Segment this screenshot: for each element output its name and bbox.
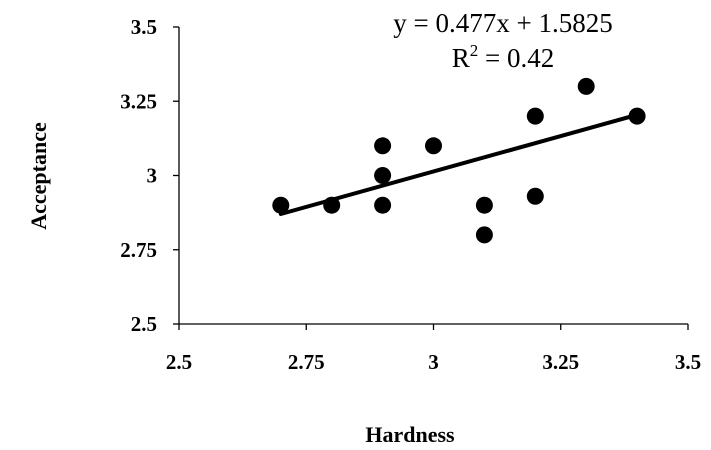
- x-tick-label: 3.25: [542, 350, 579, 374]
- data-point: [374, 167, 392, 184]
- trendline-group: [278, 112, 640, 216]
- y-tick-label: 3.5: [131, 15, 157, 39]
- data-point: [526, 187, 544, 205]
- ticks: 2.5 2.75 3 3.25 3.5 2.5 2.75 3 3.25 3.5: [120, 15, 701, 374]
- data-point: [475, 196, 493, 214]
- data-point: [628, 107, 646, 125]
- data-points: [272, 77, 646, 244]
- data-point: [272, 196, 290, 214]
- x-tick-label: 3.5: [675, 350, 701, 374]
- data-point: [526, 107, 544, 125]
- y-tick-label: 3: [147, 164, 158, 188]
- data-point: [475, 226, 493, 244]
- y-axis-title: Acceptance: [26, 122, 51, 230]
- data-point: [577, 77, 595, 95]
- r-squared-label: R2 = 0.42: [452, 41, 555, 73]
- r-squared-prefix: R: [452, 43, 470, 73]
- trendline: [278, 112, 640, 216]
- x-tick-label: 2.75: [288, 350, 325, 374]
- y-tick-label: 2.75: [120, 238, 157, 262]
- data-point: [425, 137, 442, 155]
- x-axis-title: Hardness: [365, 422, 455, 447]
- data-point: [374, 137, 392, 155]
- r-squared-value: = 0.42: [478, 43, 554, 73]
- y-tick-label: 2.5: [131, 312, 157, 336]
- r-squared-superscript: 2: [470, 41, 479, 60]
- axes: [178, 27, 688, 325]
- trendline-equation: y = 0.477x + 1.5825: [393, 8, 612, 38]
- data-point: [374, 196, 392, 214]
- y-tick-label: 3.25: [120, 89, 157, 113]
- x-tick-label: 2.5: [166, 350, 192, 374]
- x-tick-label: 3: [428, 350, 439, 374]
- data-point: [323, 196, 341, 214]
